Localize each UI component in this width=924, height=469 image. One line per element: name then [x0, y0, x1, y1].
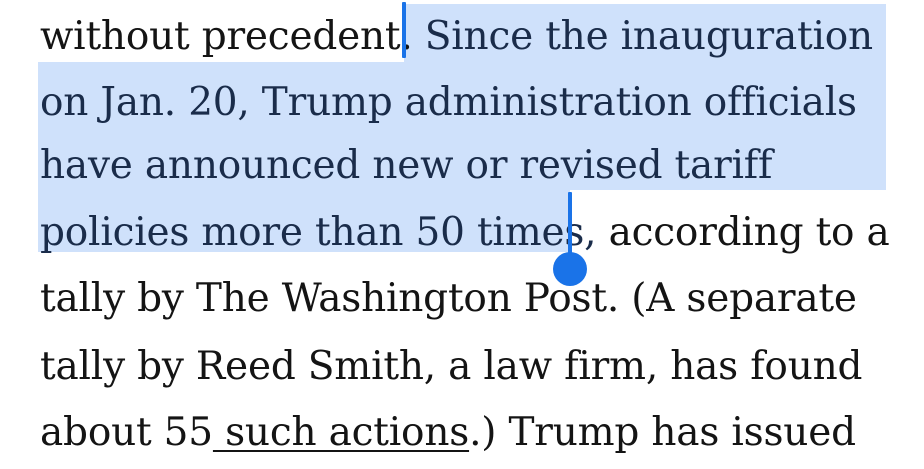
paragraph-line: have announced new or revised tariff [40, 133, 772, 199]
selected-text[interactable]: policies more than 50 times, [40, 210, 597, 255]
selection-highlight-block [38, 190, 570, 252]
selection-highlight-block [38, 124, 886, 190]
selection-start-caret[interactable] [402, 2, 406, 58]
text-segment: .) Trump has issued [469, 410, 856, 455]
paragraph-line: tally by Reed Smith, a law firm, has fou… [40, 334, 863, 400]
text-segment: tally by The Washington Post. (A separat… [40, 276, 857, 321]
text-segment: without precedent. [40, 14, 425, 59]
paragraph-line: without precedent. Since the inauguratio… [40, 4, 873, 70]
paragraph-line: about 55 such actions.) Trump has issued [40, 400, 856, 466]
such-actions-link[interactable]: such actions [212, 410, 470, 455]
text-segment: tally by Reed Smith, a law firm, has fou… [40, 344, 863, 389]
selected-text[interactable]: Since the inauguration [424, 14, 873, 59]
paragraph-line: tally by The Washington Post. (A separat… [40, 266, 857, 332]
selected-text[interactable]: have announced new or revised tariff [40, 143, 773, 188]
paragraph-line: on Jan. 20, Trump administration officia… [40, 70, 857, 136]
selection-end-handle[interactable] [553, 252, 587, 286]
text-segment: according to a [596, 210, 890, 255]
selected-text[interactable]: on Jan. 20, Trump administration officia… [40, 80, 857, 125]
paragraph-line: policies more than 50 times, according t… [40, 200, 890, 266]
selection-highlight-block [404, 4, 886, 66]
selection-end-caret[interactable] [568, 192, 572, 254]
text-segment: about 55 [40, 410, 213, 455]
selection-highlight-block [38, 62, 886, 124]
